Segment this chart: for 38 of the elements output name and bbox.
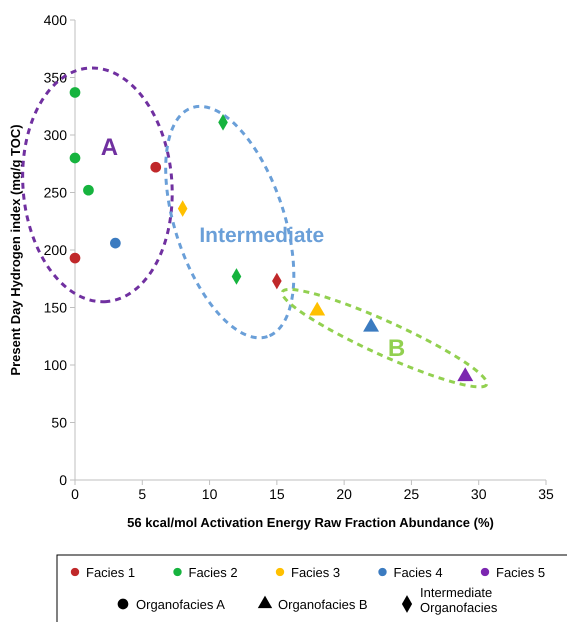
x-tick-label: 20 xyxy=(336,486,352,502)
x-tick-label: 35 xyxy=(538,486,554,502)
y-tick-label: 100 xyxy=(44,357,68,373)
legend-label: Facies 1 xyxy=(86,565,136,580)
x-tick-label: 10 xyxy=(202,486,218,502)
x-tick-label: 30 xyxy=(470,486,487,502)
legend-label: Intermediate Organofacies xyxy=(420,585,498,615)
annotation: A xyxy=(100,134,118,161)
legend-label: Facies 3 xyxy=(291,565,340,580)
point xyxy=(309,302,326,316)
point xyxy=(70,152,80,164)
x-axis-title: 56 kcal/mol Activation Energy Raw Fraction Abundance (%) xyxy=(127,515,494,530)
annotation: Intermediate xyxy=(199,224,324,248)
y-tick-label: 400 xyxy=(44,12,68,28)
point xyxy=(83,184,94,196)
y-tick-label: 200 xyxy=(44,242,68,258)
legend-label: Organofacies A xyxy=(136,597,226,612)
x-tick-label: 25 xyxy=(404,486,420,502)
legend-label: Facies 5 xyxy=(496,565,546,580)
point xyxy=(70,252,80,264)
y-tick-label: 0 xyxy=(59,472,68,488)
point xyxy=(110,238,121,248)
annotation: B xyxy=(388,335,406,362)
point xyxy=(363,318,380,332)
x-tick-label: 0 xyxy=(71,486,80,502)
point xyxy=(70,87,80,98)
legend-label: Organofacies B xyxy=(278,597,368,612)
x-tick-label: 15 xyxy=(269,486,285,502)
point xyxy=(457,367,474,382)
x-tick-label: 5 xyxy=(138,486,146,502)
legend-label: Facies 4 xyxy=(394,565,443,580)
legend-label: Facies 2 xyxy=(188,565,238,580)
y-tick-label: 150 xyxy=(44,300,68,316)
point xyxy=(150,162,162,173)
y-tick-label: 250 xyxy=(44,184,68,200)
y-axis-title: Present Day Hydrogen index (mg/g TOC) xyxy=(8,124,23,376)
y-tick-label: 300 xyxy=(44,127,68,143)
y-tick-label: 50 xyxy=(51,414,68,430)
